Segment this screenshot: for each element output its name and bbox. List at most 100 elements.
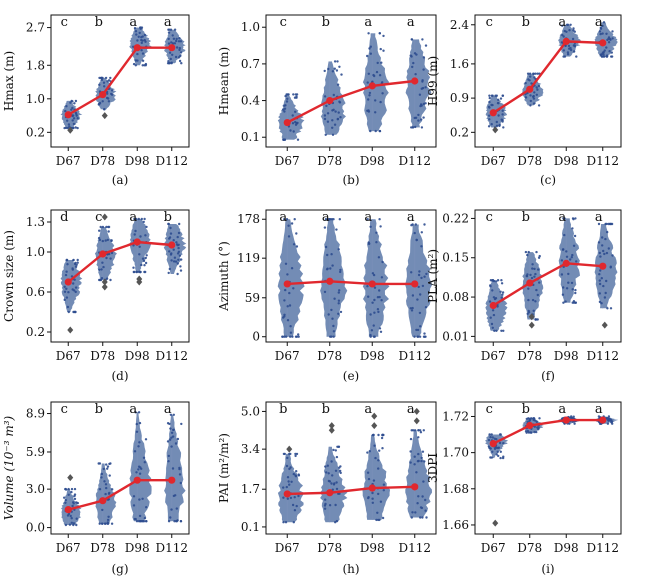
point-D98: [378, 327, 382, 330]
point-D98: [379, 330, 383, 333]
point-D112: [170, 436, 173, 439]
point-D78: [334, 449, 337, 452]
point-D67: [501, 109, 504, 112]
y-axis-label: PAI (m²/m²): [217, 433, 231, 503]
point-D112: [424, 306, 428, 309]
point-D98: [143, 264, 146, 267]
point-D98: [369, 313, 372, 316]
mean-marker: [133, 238, 141, 246]
outlier-D67: [67, 126, 74, 134]
point-D67: [488, 300, 492, 303]
point-D67: [291, 122, 295, 125]
point-D112: [419, 516, 422, 519]
point-D98: [132, 504, 136, 507]
point-D98: [382, 34, 385, 38]
y-axis-label: PLA (m²): [426, 249, 440, 303]
point-D98: [376, 296, 380, 299]
point-D67: [72, 502, 75, 505]
point-D78: [527, 287, 530, 290]
mean-marker: [326, 96, 334, 105]
point-D78: [524, 96, 527, 99]
point-D67: [487, 445, 491, 448]
point-D112: [423, 460, 426, 463]
point-D67: [73, 487, 77, 491]
point-D78: [105, 277, 109, 280]
point-D67: [500, 118, 503, 121]
point-D78: [98, 101, 102, 105]
x-tick-label: D67: [56, 541, 81, 555]
point-D98: [371, 491, 374, 495]
point-D98: [140, 36, 143, 39]
point-D112: [171, 42, 175, 45]
mean-marker: [99, 497, 107, 505]
point-D67: [65, 105, 68, 108]
point-D67: [71, 126, 75, 130]
mean-line: [492, 40, 603, 114]
point-D67: [64, 109, 67, 113]
point-D112: [174, 55, 178, 59]
point-D98: [381, 92, 384, 95]
y-axis-label: Volume (10⁻³ m³): [2, 415, 16, 520]
point-D78: [536, 88, 539, 91]
point-D67: [297, 335, 300, 338]
point-D112: [421, 495, 424, 498]
point-D78: [534, 72, 537, 75]
x-tick-label: D78: [517, 349, 542, 363]
point-D98: [136, 39, 139, 42]
outlier-D78: [101, 112, 108, 120]
point-D67: [63, 126, 66, 130]
significance-label: a: [164, 15, 172, 30]
point-D112: [417, 495, 420, 498]
point-D98: [142, 220, 145, 224]
point-D67: [490, 322, 494, 326]
point-D67: [490, 123, 493, 126]
point-D112: [419, 325, 422, 328]
point-D78: [326, 253, 329, 257]
point-D78: [337, 302, 340, 305]
panel-caption: (a): [112, 173, 129, 187]
point-D78: [533, 425, 536, 428]
point-D78: [325, 104, 328, 108]
mean-marker: [599, 262, 607, 270]
point-D78: [534, 272, 537, 276]
point-D78: [335, 228, 338, 231]
point-D78: [107, 100, 111, 103]
point-D78: [327, 313, 330, 316]
outlier-D67: [492, 126, 499, 134]
point-D67: [489, 316, 492, 319]
point-D67: [502, 442, 505, 445]
outlier-D112: [413, 407, 420, 415]
point-D112: [420, 276, 423, 280]
panel-frame: [265, 209, 437, 343]
point-D67: [72, 259, 75, 262]
point-D78: [97, 462, 100, 465]
point-D67: [295, 93, 299, 96]
point-D78: [339, 469, 342, 473]
point-D78: [530, 276, 534, 280]
point-D98: [375, 241, 378, 244]
point-D98: [379, 47, 382, 51]
point-D67: [488, 114, 491, 117]
point-D98: [563, 55, 567, 58]
point-D78: [524, 81, 527, 85]
point-D112: [177, 246, 180, 250]
point-D67: [292, 243, 296, 246]
point-D67: [491, 326, 494, 329]
point-D112: [606, 38, 609, 42]
point-D78: [110, 251, 114, 255]
point-D67: [295, 232, 298, 235]
point-D78: [110, 522, 114, 525]
point-D78: [100, 277, 104, 280]
y-axis-label: Azimuth (°): [217, 241, 231, 312]
point-D67: [74, 290, 77, 294]
violin-D98: [129, 219, 152, 272]
violin-D67: [60, 260, 83, 312]
point-D112: [172, 413, 175, 416]
point-D112: [610, 421, 613, 424]
point-D78: [527, 78, 530, 81]
point-D78: [98, 83, 101, 87]
outlier-D67: [492, 519, 499, 527]
point-D112: [171, 467, 175, 470]
point-D78: [339, 116, 342, 119]
point-D98: [369, 52, 372, 55]
